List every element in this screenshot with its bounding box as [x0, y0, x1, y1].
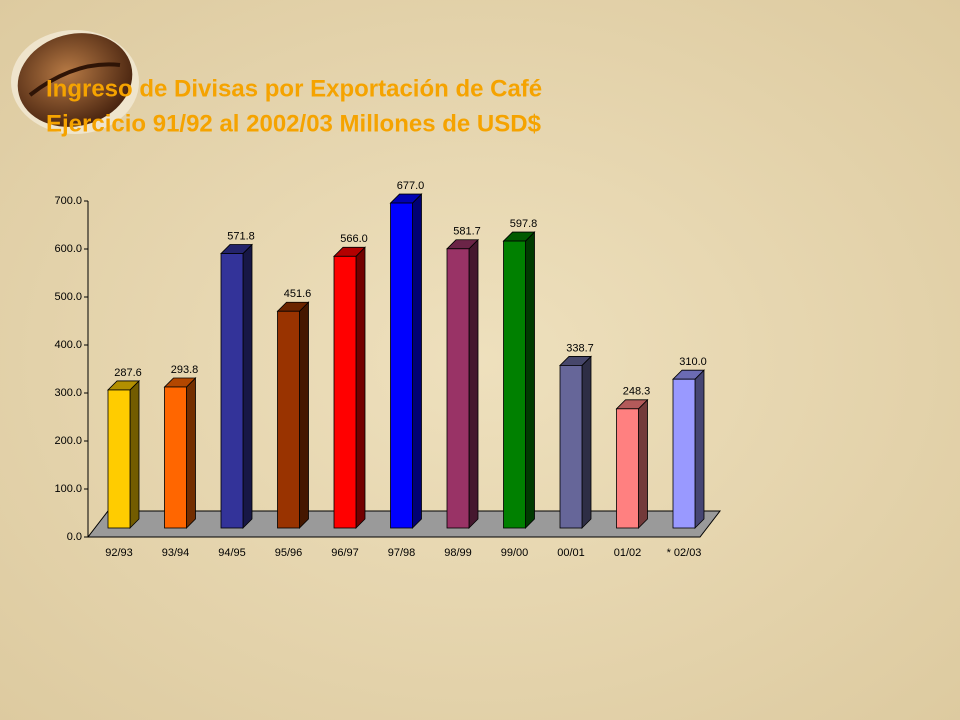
- y-tick-label: 200.0: [54, 435, 82, 447]
- value-label: 338.7: [566, 342, 594, 354]
- bar-side: [299, 301, 309, 529]
- y-tick-label: 500.0: [54, 291, 82, 303]
- value-label: 248.3: [623, 386, 651, 398]
- x-tick-label: 92/93: [105, 547, 133, 559]
- value-label: 571.8: [227, 230, 255, 242]
- bar: [672, 378, 696, 529]
- bar-side: [186, 377, 196, 529]
- y-tick-label: 0.0: [67, 531, 82, 543]
- value-label: 451.6: [284, 288, 312, 300]
- bar: [559, 365, 583, 529]
- bar-side: [129, 379, 140, 529]
- x-tick-label: 93/94: [162, 547, 190, 559]
- x-tick-label: 98/99: [444, 547, 472, 559]
- bar: [164, 386, 187, 529]
- x-tick-label: 96/97: [331, 547, 359, 559]
- bar-side: [525, 231, 535, 529]
- bar: [503, 240, 526, 529]
- coffee-bean: [11, 30, 139, 134]
- value-label: 310.0: [679, 356, 707, 368]
- x-tick-label: 00/01: [557, 547, 585, 559]
- y-tick-label: 600.0: [54, 243, 82, 255]
- value-label: 566.0: [340, 233, 368, 245]
- bar-side: [468, 238, 479, 529]
- x-tick-label: 95/96: [275, 547, 303, 559]
- x-tick-label: * 02/03: [667, 547, 702, 559]
- bar: [390, 202, 413, 529]
- bar: [616, 408, 639, 529]
- value-label: 597.8: [510, 218, 538, 230]
- chart-title: Ingreso de Divisas por Exportación de Ca…: [46, 75, 542, 102]
- x-tick-label: 94/95: [218, 547, 246, 559]
- y-tick-label: 300.0: [54, 387, 82, 399]
- bar: [107, 389, 131, 529]
- bar-side: [412, 193, 422, 529]
- chart-subtitle: Ejercicio 91/92 al 2002/03 Millones de U…: [46, 110, 542, 137]
- bar: [333, 255, 357, 529]
- bar-side: [581, 355, 592, 529]
- x-tick-label: 01/02: [614, 547, 642, 559]
- bar-side: [694, 369, 705, 529]
- y-tick-label: 100.0: [54, 483, 82, 495]
- value-label: 581.7: [453, 226, 481, 238]
- bar-side: [355, 246, 366, 529]
- x-tick-label: 97/98: [388, 547, 416, 559]
- y-tick-label: 400.0: [54, 339, 82, 351]
- value-label: 293.8: [171, 364, 199, 376]
- value-label: 287.6: [114, 367, 142, 379]
- y-tick-label: 700.0: [54, 195, 82, 207]
- bar: [277, 310, 300, 529]
- x-tick-label: 99/00: [501, 547, 529, 559]
- value-label: 677.0: [397, 180, 425, 192]
- bar: [446, 248, 470, 529]
- plot: 0.0 100.0 200.0 300.0 400.0 500.0 600.0 700.0 28…: [54, 180, 722, 559]
- bar: [220, 253, 244, 529]
- bar-side: [242, 243, 253, 529]
- bar-side: [638, 398, 648, 529]
